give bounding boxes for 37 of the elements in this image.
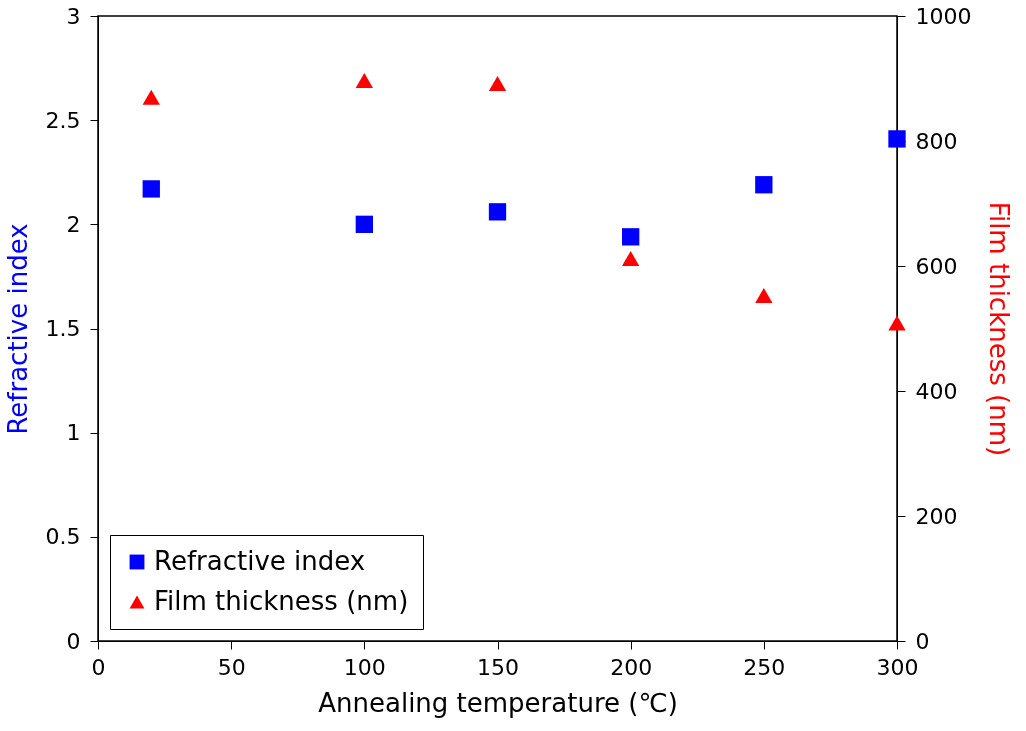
point [355,72,373,88]
y-tick-label: 0 [66,628,81,654]
point [755,287,773,303]
point [142,89,160,105]
point [355,215,373,233]
y-tick-label: 1 [66,420,81,446]
point [488,203,507,221]
x-tick-label: 300 [876,654,919,680]
x-tick-label: 200 [610,654,653,680]
point [622,228,640,246]
x-tick-label: 0 [91,654,106,680]
y2-tick-label: 200 [915,503,958,529]
y2-axis-title: Film thickness (nm) [984,201,1015,457]
x-tick-label: 50 [217,654,246,680]
y-tick-label: 1.5 [45,316,81,341]
y2-tick-label: 800 [915,128,958,154]
y-tick-label: 2.5 [45,107,81,133]
y2-tick-label: 400 [915,378,958,404]
point [888,130,906,148]
y-tick-label: 2 [66,211,81,237]
legend-label: Film thickness (nm) [154,586,409,616]
x-tick-label: 150 [477,654,519,680]
x-tick-label: 100 [343,654,386,680]
x-tick-label: 250 [743,654,786,680]
legend-label: Refractive index [154,546,366,576]
y-tick-label: 0.5 [45,524,81,550]
y2-tick-label: 0 [915,628,930,654]
x-axis-title: Annealing temperature (℃) [318,687,678,718]
y-tick-label: 3 [66,3,81,29]
y2-tick-label: 600 [915,253,958,279]
point [755,176,773,194]
point [142,180,160,198]
y-axis-title: Refractive index [2,223,33,435]
point [488,76,507,91]
point [888,315,906,331]
y2-tick-label: 1000 [915,3,972,29]
point [622,251,640,266]
